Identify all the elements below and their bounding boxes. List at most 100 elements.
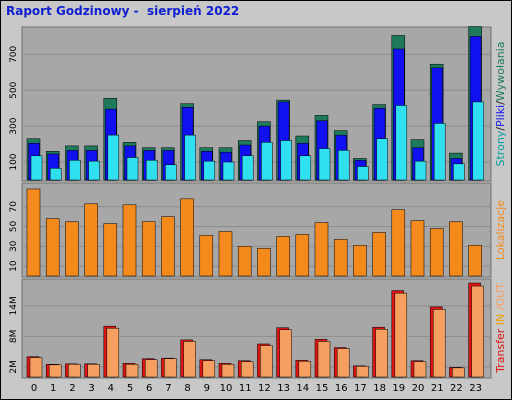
visits-bar bbox=[410, 220, 425, 277]
transfer-out-bar bbox=[432, 309, 446, 378]
side-label-part: Wywołania bbox=[494, 42, 507, 102]
transfer-out-bar bbox=[471, 285, 484, 378]
hits-bar-Strony bbox=[395, 105, 408, 181]
hour-label: 20 bbox=[412, 383, 425, 394]
transfer-out-bar bbox=[87, 364, 100, 378]
transfer-y-tick-label: 8M bbox=[9, 330, 19, 344]
visits-bar bbox=[161, 216, 175, 277]
hour-label: 13 bbox=[277, 383, 290, 394]
hour-label: 0 bbox=[31, 383, 37, 394]
hour-label: 17 bbox=[354, 383, 367, 394]
hits-bar-Strony bbox=[126, 157, 139, 181]
visits-bar bbox=[295, 234, 310, 277]
hits-bar-Strony bbox=[49, 168, 62, 181]
visits-bar bbox=[314, 222, 329, 277]
transfer-out-bar bbox=[202, 360, 216, 378]
transfer-out-bar bbox=[29, 357, 43, 378]
hour-label: 8 bbox=[184, 383, 190, 394]
side-label-part: IN bbox=[494, 314, 507, 329]
transfer-out-bar bbox=[48, 364, 62, 378]
visits-bar bbox=[26, 188, 41, 277]
transfer-out-bar bbox=[106, 327, 120, 378]
hits-bar-Strony bbox=[222, 161, 235, 181]
visits-bar bbox=[180, 198, 194, 277]
hour-label: 14 bbox=[296, 383, 309, 394]
visits-bar bbox=[122, 204, 137, 277]
visits-bar bbox=[449, 221, 463, 277]
hits-bar-Strony bbox=[88, 160, 100, 181]
visits-bar bbox=[45, 218, 60, 277]
hits-bar-Strony bbox=[30, 155, 43, 181]
visits-bar bbox=[103, 223, 118, 277]
hour-label: 11 bbox=[239, 383, 252, 394]
hour-label: 21 bbox=[431, 383, 444, 394]
transfer-out-bar bbox=[413, 361, 427, 378]
hits-bar-Strony bbox=[69, 160, 81, 181]
transfer-out-bar bbox=[68, 364, 81, 378]
transfer-out-bar bbox=[164, 358, 177, 378]
hits-bar-Strony bbox=[433, 123, 446, 181]
visits-y-tick-label: 70 bbox=[9, 201, 19, 213]
hits-y-tick-label: 100 bbox=[9, 153, 19, 170]
transfer-out-bar bbox=[375, 328, 388, 378]
hits-bar-Strony bbox=[280, 140, 292, 181]
visits-bar bbox=[429, 228, 444, 277]
visits-y-tick-label: 50 bbox=[9, 221, 19, 233]
visits-bar bbox=[237, 246, 252, 277]
hour-label: 19 bbox=[392, 383, 405, 394]
visits-bar bbox=[353, 245, 367, 277]
hour-label: 5 bbox=[127, 383, 133, 394]
transfer-out-bar bbox=[183, 341, 196, 378]
transfer-out-bar bbox=[221, 364, 235, 378]
transfer-side-label: Transfer IN /OUT bbox=[494, 283, 507, 374]
visits-y-tick-label: 10 bbox=[9, 260, 19, 272]
transfer-y-tick-label: 2M bbox=[9, 360, 19, 374]
hits-bar-Strony bbox=[165, 164, 177, 181]
side-label-part: Strony bbox=[494, 130, 507, 166]
hour-label: 18 bbox=[373, 383, 386, 394]
visits-bar bbox=[199, 235, 214, 277]
hour-label: 9 bbox=[204, 383, 210, 394]
visits-bar bbox=[391, 209, 406, 277]
hour-label: 4 bbox=[108, 383, 114, 394]
hits-bar-Strony bbox=[453, 163, 465, 181]
hits-bar-Strony bbox=[145, 160, 158, 181]
side-label-part: Transfer bbox=[494, 328, 507, 374]
hits-y-tick-label: 300 bbox=[9, 117, 19, 134]
transfer-out-bar bbox=[336, 348, 350, 378]
hits-bar-Strony bbox=[318, 148, 331, 181]
hour-label: 15 bbox=[316, 383, 329, 394]
transfer-out-bar bbox=[394, 292, 408, 378]
hits-bar-Strony bbox=[337, 150, 350, 181]
hour-label: 16 bbox=[335, 383, 348, 394]
hits-bar-Strony bbox=[357, 166, 369, 181]
hour-label: 7 bbox=[165, 383, 171, 394]
transfer-out-bar bbox=[260, 345, 273, 378]
hour-label: 3 bbox=[88, 383, 94, 394]
transfer-out-bar bbox=[240, 361, 254, 378]
hour-label: 12 bbox=[258, 383, 271, 394]
visits-bar bbox=[218, 231, 233, 277]
side-label-part: / bbox=[494, 101, 507, 105]
transfer-out-bar bbox=[452, 367, 465, 378]
visits-bar bbox=[276, 236, 290, 277]
hour-label: 2 bbox=[69, 383, 75, 394]
hits-bar-Strony bbox=[261, 142, 273, 181]
visits-bar bbox=[84, 203, 98, 277]
hour-label: 6 bbox=[146, 383, 152, 394]
hits-bar-Strony bbox=[414, 160, 427, 181]
transfer-out-bar bbox=[279, 329, 292, 378]
hour-label: 22 bbox=[450, 383, 463, 394]
transfer-out-bar bbox=[356, 366, 369, 378]
hits-bar-Strony bbox=[376, 138, 388, 181]
visits-bar bbox=[333, 239, 348, 277]
visits-bar bbox=[65, 221, 79, 277]
side-label-part: / bbox=[494, 127, 507, 131]
side-label-part: Pliki bbox=[494, 105, 507, 127]
side-label-part: Lokalizacje bbox=[494, 200, 507, 260]
hour-label: 1 bbox=[50, 383, 56, 394]
report-title: Raport Godzinowy - sierpień 2022 bbox=[6, 4, 240, 18]
hits-bar-Strony bbox=[241, 155, 254, 181]
visits-y-tick-label: 30 bbox=[9, 240, 19, 252]
hits-bar-Strony bbox=[107, 134, 120, 181]
